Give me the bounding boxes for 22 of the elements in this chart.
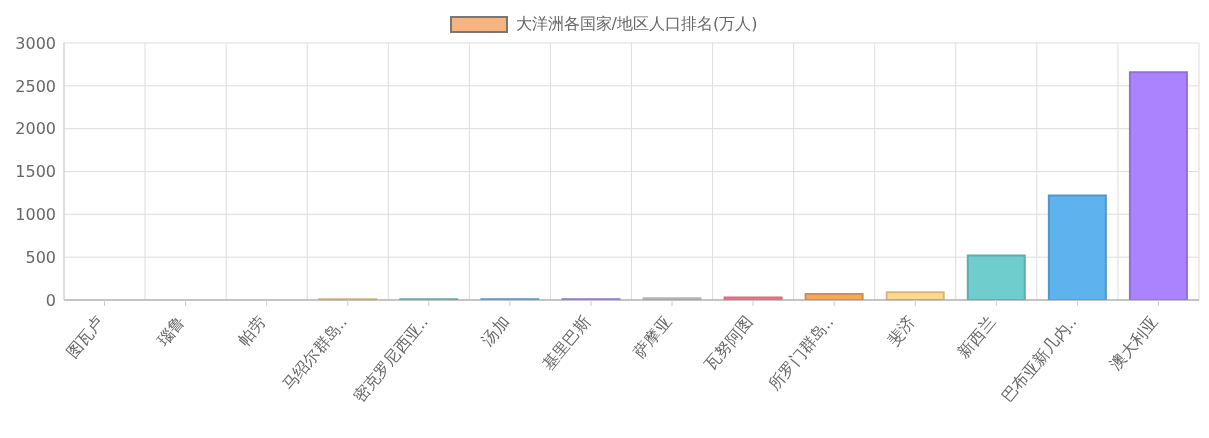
x-tick-label: 巴布亚新几内.. — [997, 312, 1081, 406]
y-tick-label: 1500 — [15, 162, 56, 182]
y-tick-label: 2500 — [15, 76, 56, 96]
y-tick-label: 2000 — [15, 119, 56, 139]
x-tick-label: 帕劳 — [234, 312, 270, 350]
x-tick-label: 基里巴斯 — [538, 312, 595, 374]
y-tick-label: 3000 — [15, 33, 56, 53]
x-tick-label: 萨摩亚 — [629, 312, 676, 362]
text: 大洋洲各国家/地区人口排名(万人) — [514, 14, 758, 35]
x-tick-label: 密克罗尼西亚.. — [349, 312, 432, 406]
x-tick-label: 所罗门群岛.. — [764, 312, 838, 394]
y-tick-label: 1000 — [15, 205, 56, 225]
x-tick-label: 瑙鲁 — [153, 312, 189, 350]
x-tick-label: 马绍尔群岛.. — [278, 312, 351, 394]
x-tick-label: 瓦努阿图 — [700, 312, 757, 374]
x-tick-label: 汤加 — [477, 312, 513, 350]
x-tick-label: 新西兰 — [953, 312, 1000, 362]
y-tick-label: 0 — [45, 290, 56, 310]
x-tick-label: 斐济 — [883, 312, 919, 350]
x-tick-label: 图瓦卢 — [62, 312, 108, 362]
y-tick-label: 500 — [25, 247, 56, 267]
x-tick-label: 澳大利亚 — [1105, 312, 1162, 374]
